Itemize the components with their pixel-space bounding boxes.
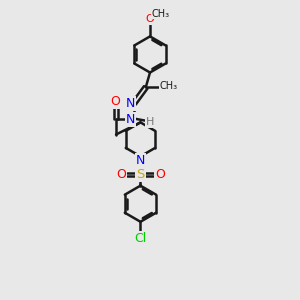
Text: CH₃: CH₃ xyxy=(152,9,170,19)
Text: H: H xyxy=(146,117,154,128)
Text: O: O xyxy=(110,95,120,108)
Text: S: S xyxy=(136,168,145,181)
Text: O: O xyxy=(155,168,165,181)
Text: N: N xyxy=(126,97,135,110)
Text: N: N xyxy=(126,113,135,126)
Text: O: O xyxy=(146,14,154,24)
Text: Cl: Cl xyxy=(134,232,147,245)
Text: O: O xyxy=(116,168,126,181)
Text: N: N xyxy=(136,154,145,167)
Text: CH₃: CH₃ xyxy=(159,81,178,91)
